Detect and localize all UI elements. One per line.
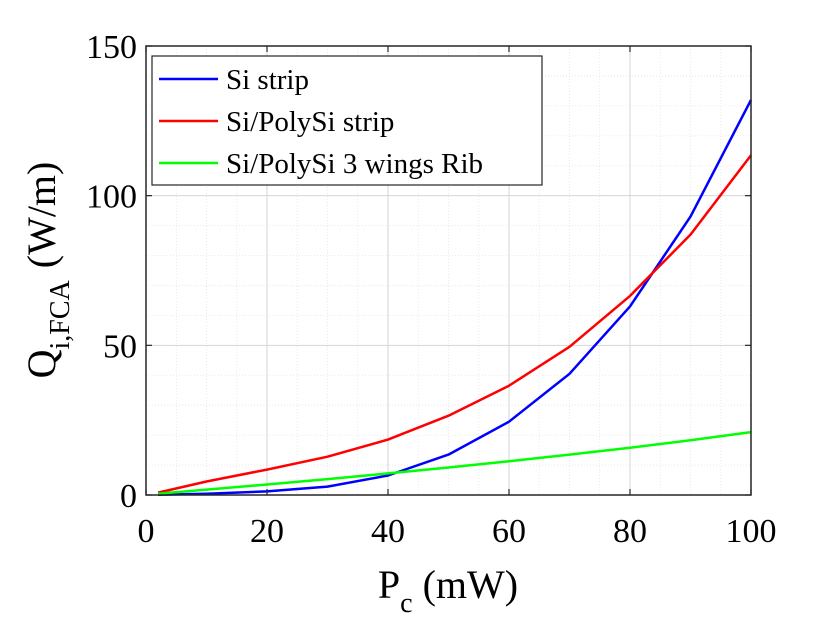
x-axis-label-unit: (mW)	[423, 562, 519, 607]
plot-frame	[145, 45, 752, 496]
y-axis-label: Qi,FCA (W/m)	[19, 162, 76, 379]
x-tick-label: 40	[371, 513, 405, 550]
series-line-1	[157, 154, 752, 494]
legend-label-si-polysi-strip: Si/PolySi strip	[226, 106, 394, 138]
legend-label-si-strip: Si strip	[226, 64, 309, 96]
ticks: 0 20 40 60 80 100 0 50 100 150	[86, 29, 777, 550]
x-tick-label: 80	[613, 513, 647, 550]
x-tick-label: 0	[138, 513, 155, 550]
x-axis-label-main: P	[378, 562, 400, 607]
y-tick-label: 150	[86, 29, 137, 66]
y-tick-label: 100	[86, 179, 137, 216]
y-tick-label: 50	[103, 328, 137, 365]
x-tick-label: 60	[492, 513, 526, 550]
y-axis-label-main: Q	[19, 349, 64, 378]
series-line-2	[157, 430, 752, 496]
x-tick-label: 20	[250, 513, 284, 550]
y-axis-label-sub: i,FCA	[45, 279, 76, 349]
x-axis-label: Pc (mW)	[378, 562, 518, 619]
y-tick-label: 0	[120, 478, 137, 515]
x-axis-label-sub: c	[400, 588, 412, 619]
series-layer	[157, 99, 753, 496]
legend: Si strip Si/PolySi strip Si/PolySi 3 win…	[151, 55, 543, 186]
legend-label-3-wings-rib: Si/PolySi 3 wings Rib	[226, 148, 483, 180]
x-tick-label: 100	[726, 513, 777, 550]
y-axis-label-unit: (W/m)	[19, 162, 64, 269]
